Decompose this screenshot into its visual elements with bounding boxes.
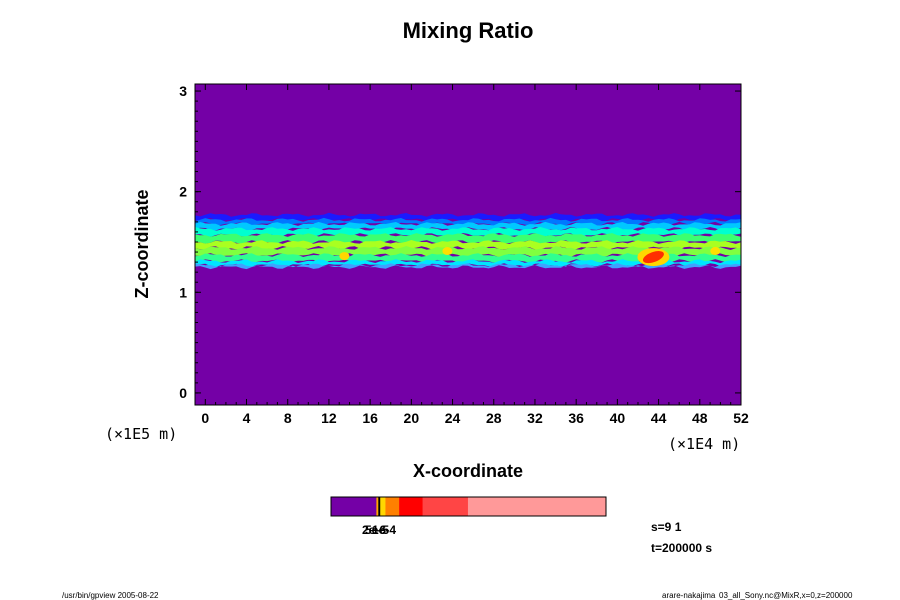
y-tick-label: 1 [179, 284, 187, 300]
stat-step: s=9 1 [651, 520, 682, 534]
x-tick-label: 32 [527, 410, 543, 426]
x-tick-label: 0 [201, 410, 209, 426]
chart-title: Mixing Ratio [403, 18, 534, 43]
x-tick-label: 44 [651, 410, 667, 426]
colorbar-frame [330, 496, 607, 517]
footer-left: /usr/bin/gpview 2005-08-22 [62, 591, 159, 600]
y-axis-unit: (×1E5 m) [105, 425, 177, 443]
x-tick-label: 52 [733, 410, 749, 426]
x-tick-label: 28 [486, 410, 502, 426]
x-tick-label: 16 [362, 410, 378, 426]
x-axis-unit: (×1E4 m) [668, 435, 740, 453]
plot-area [194, 83, 742, 406]
x-tick-label: 4 [243, 410, 251, 426]
colorbar-labels: 2e-65e-51e-4 [362, 523, 396, 537]
footer-file: 03_all_Sony.nc@MixR,x=0,z=200000 [719, 591, 853, 600]
x-tick-label: 24 [445, 410, 461, 426]
hotspot-1 [339, 252, 350, 261]
colorbar-segment [380, 497, 386, 516]
x-axis-ticks: 0 4 8 12 16 20 24 28 32 36 40 44 48 52 [201, 84, 749, 426]
colorbar-label: 5e-5 [365, 523, 389, 537]
colorbar-segment [467, 497, 607, 516]
x-tick-label: 8 [284, 410, 292, 426]
band-level-1 [195, 217, 741, 226]
colorbar-label: 1e-4 [372, 523, 396, 537]
y-tick-label: 2 [179, 184, 187, 200]
y-tick-label: 0 [179, 385, 187, 401]
x-tick-label: 12 [321, 410, 337, 426]
hotspot-2 [442, 247, 453, 256]
band-level-0 [195, 212, 741, 222]
band-level-9 [195, 263, 741, 270]
mixing-layer-band [195, 212, 741, 270]
stat-time: t=200000 s [651, 541, 712, 555]
band-level-8 [195, 259, 741, 268]
colorbar-segment [399, 497, 424, 516]
y-axis-ticks: 0 1 2 3 [179, 83, 741, 401]
band-level-6 [195, 246, 741, 258]
colorbar-label: 2e-6 [362, 523, 386, 537]
x-tick-label: 48 [692, 410, 708, 426]
colorbar-segment [331, 497, 377, 516]
y-axis-label: Z-coordinate [132, 189, 152, 298]
footer-user: arare-nakajima [662, 591, 716, 600]
x-axis-label: X-coordinate [413, 461, 523, 481]
y-tick-label: 3 [179, 83, 187, 99]
hotspot-3 [710, 247, 721, 256]
x-tick-label: 40 [610, 410, 626, 426]
hotspot-core [642, 251, 664, 264]
band-level-7 [195, 253, 741, 264]
colorbar-segment [376, 497, 379, 516]
colorbar [331, 497, 607, 516]
colorbar-segment [385, 497, 400, 516]
x-tick-label: 20 [404, 410, 420, 426]
colorbar-segment [378, 497, 381, 516]
colorbar-segment [422, 497, 469, 516]
x-tick-label: 36 [568, 410, 584, 426]
hotspots [339, 247, 721, 267]
band-level-3 [195, 226, 741, 237]
plot-frame [194, 83, 742, 406]
band-level-2 [195, 221, 741, 231]
